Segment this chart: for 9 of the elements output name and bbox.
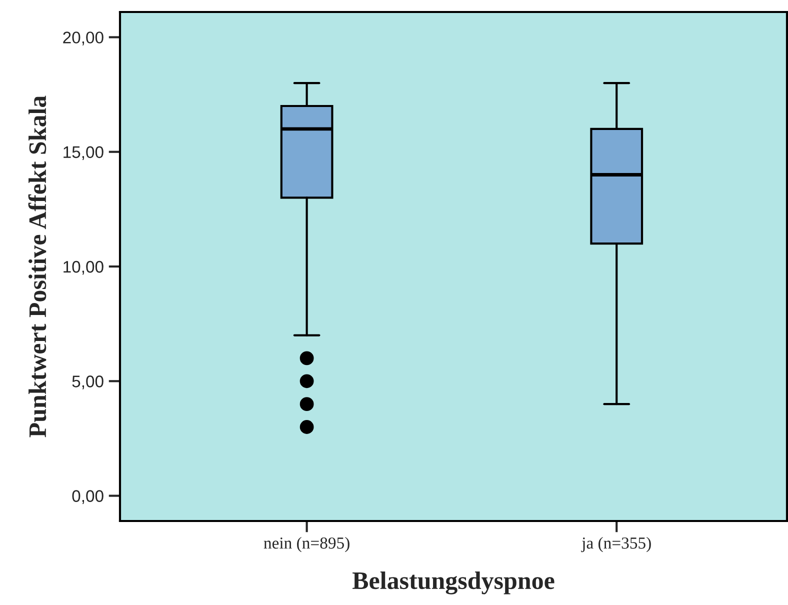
y-tick-label: 20,00 (63, 32, 104, 46)
y-tick-label: 0,00 (72, 490, 104, 504)
y-tick-label: 5,00 (72, 376, 104, 390)
y-tick-label: 15,00 (64, 146, 104, 160)
x-tick-label: ja (n=355) (581, 536, 651, 552)
x-axis-title: Belastungsdyspnoe (352, 572, 554, 594)
y-tick-label: 10,00 (64, 260, 104, 275)
x-tick-label: nein (n=895) (264, 536, 350, 552)
y-axis-title: Punktwert Positive Affekt Skala (28, 96, 46, 438)
